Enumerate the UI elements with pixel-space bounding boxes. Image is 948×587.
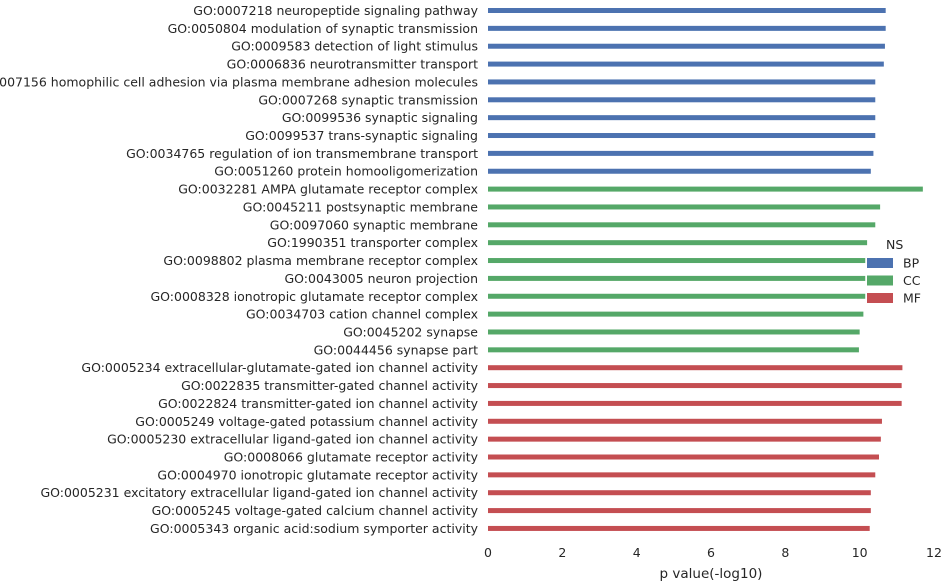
x-tick-label: 2 [558,545,566,560]
bar-mf-25 [488,454,879,460]
category-label: GO:0006836 neurotransmitter transport [227,57,478,72]
category-label: GO:0045211 postsynaptic membrane [243,199,479,214]
bar-mf-27 [488,490,871,496]
bar-mf-29 [488,525,870,531]
legend: NS BP CC MF [867,237,921,306]
bar-bp-1 [488,25,886,31]
bar-bp-4 [488,79,876,85]
bar-cc-17 [488,311,864,317]
bar-cc-15 [488,275,866,281]
bar-cc-12 [488,222,876,228]
x-tick-label: 6 [707,545,715,560]
legend-label-mf: MF [903,291,921,306]
category-label: GO:0022824 transmitter-gated ion channel… [158,396,479,411]
category-label: GO:0008066 glutamate receptor activity [224,450,479,465]
category-label: GO:0005343 organic acid:sodium symporter… [150,521,479,536]
x-tick-label: 8 [781,545,789,560]
legend-title: NS [886,237,903,252]
category-label: GO:0098802 plasma membrane receptor comp… [163,253,478,268]
bar-bp-2 [488,43,885,49]
bar-mf-21 [488,383,902,389]
bar-cc-10 [488,186,923,192]
category-label: GO:0005230 extracellular ligand-gated io… [107,432,479,447]
bar-cc-14 [488,258,866,264]
category-label: GO:0007218 neuropeptide signaling pathwa… [193,3,478,18]
legend-swatch-cc [867,275,893,286]
bar-cc-13 [488,240,868,246]
category-label: GO:0005249 voltage-gated potassium chann… [135,414,478,429]
category-label: GO:0009583 detection of light stimulus [231,39,478,54]
legend-label-bp: BP [903,256,920,271]
x-tick-label: 12 [926,545,942,560]
bar-bp-9 [488,168,871,174]
category-label: GO:0050804 modulation of synaptic transm… [168,21,478,36]
category-label: GO:0044456 synapse part [314,342,478,357]
bar-bp-3 [488,61,884,67]
legend-swatch-bp [867,258,893,268]
legend-swatch-mf [867,293,893,303]
category-labels-group: GO:0007218 neuropeptide signaling pathwa… [0,3,479,536]
category-label: GO:0034765 regulation of ion transmembra… [126,146,478,161]
bars-group [488,8,923,531]
bar-bp-8 [488,150,874,156]
x-tick-labels-group: 0 2 4 6 8 10 12 [484,545,942,560]
bar-bp-5 [488,97,876,103]
category-label: GO:0045202 synapse [343,324,478,339]
bar-cc-16 [488,293,866,299]
bar-bp-7 [488,133,876,139]
x-tick-label: 0 [484,545,492,560]
bar-mf-22 [488,400,902,406]
bar-mf-28 [488,508,871,514]
category-label: GO:0005231 excitatory extracellular liga… [40,485,478,500]
bar-mf-26 [488,472,876,478]
bar-mf-23 [488,418,882,424]
category-label: GO:0099537 trans-synaptic signaling [245,128,478,143]
category-label: GO:0007268 synaptic transmission [258,92,478,107]
category-label: GO:0032281 AMPA glutamate receptor compl… [178,182,478,197]
category-label: GO:0022835 transmitter-gated channel act… [181,378,478,393]
category-label: GO:0043005 neuron projection [284,271,478,286]
category-label: GO:0097060 synaptic membrane [270,217,479,232]
category-label: GO:1990351 transporter complex [267,235,478,250]
bar-mf-24 [488,436,881,442]
x-tick-label: 4 [633,545,641,560]
bar-mf-20 [488,365,903,371]
category-label: GO:0004970 ionotropic glutamate receptor… [157,467,478,482]
category-label: GO:0005234 extracellular-glutamate-gated… [81,360,478,375]
category-label: GO:0051260 protein homooligomerization [214,164,478,179]
x-tick-label: 10 [852,545,868,560]
bar-bp-6 [488,115,876,121]
legend-label-cc: CC [903,273,921,288]
x-axis-title: p value(-log10) [660,566,763,582]
category-label: GO:0005245 voltage-gated calcium channel… [152,503,479,518]
bar-bp-0 [488,8,886,13]
category-label: GO:0007156 homophilic cell adhesion via … [0,74,478,89]
category-label: GO:0008328 ionotropic glutamate receptor… [151,289,479,304]
bar-cc-18 [488,329,860,335]
category-label: GO:0099536 synaptic signaling [282,110,478,125]
category-label: GO:0034703 cation channel complex [246,307,478,322]
bar-cc-19 [488,347,859,353]
bar-cc-11 [488,204,881,210]
